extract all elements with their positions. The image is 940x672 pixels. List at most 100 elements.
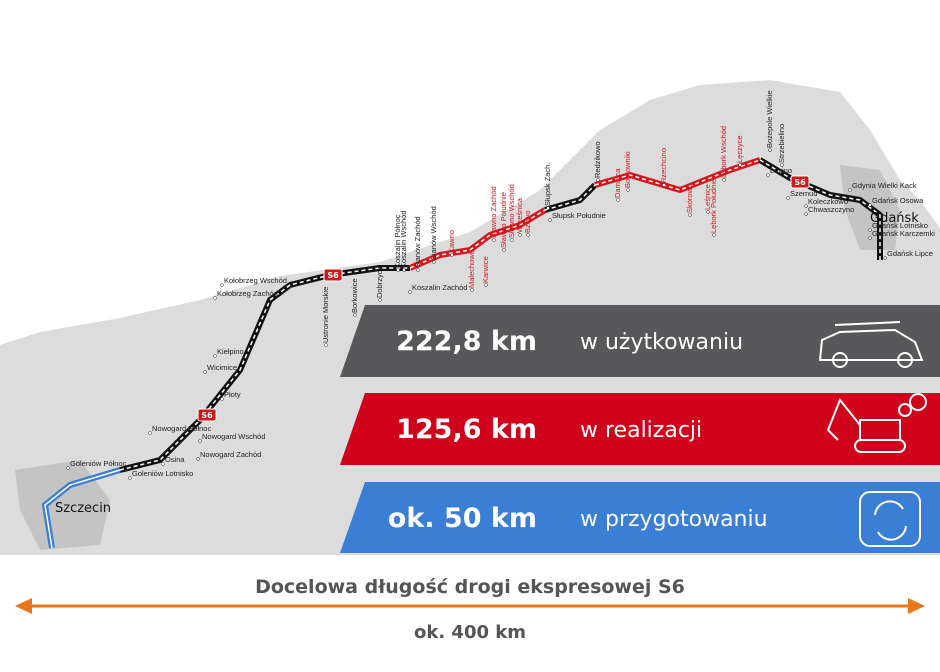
station — [198, 439, 202, 443]
station-label: Ustronie Morskie — [321, 287, 330, 343]
station-label: Damnica — [613, 168, 622, 198]
length-arrow — [15, 598, 925, 614]
station-label: Lębork Południe — [709, 179, 718, 233]
banner-in-preparation — [340, 482, 940, 553]
station-label: Wicimice — [207, 363, 237, 372]
station-label: Słupsk Południe — [552, 211, 606, 220]
station-label: Luzino — [770, 166, 792, 175]
station-label: Koleczkowo — [808, 197, 848, 206]
station-label: Osina — [165, 455, 185, 464]
station-label: Bożepole Wielkie — [765, 90, 774, 148]
station — [706, 210, 710, 214]
station — [848, 188, 852, 192]
station-label: Bzowo — [523, 210, 532, 233]
station-label: Kiełpino — [217, 347, 244, 356]
station — [502, 248, 506, 252]
road-sign — [323, 268, 343, 282]
station-label: Lębork Wschód — [719, 126, 728, 178]
station-label: Gdynia Wielki Kack — [852, 181, 917, 190]
station — [220, 397, 224, 401]
station-label: Kołobrzeg Wschód — [224, 276, 287, 285]
status-label: w przygotowaniu — [580, 507, 768, 532]
station-label: Leśnice — [703, 184, 712, 210]
station — [738, 163, 742, 167]
route-center — [544, 184, 596, 211]
station-label: Gdańsk Lipce — [887, 249, 933, 258]
station — [148, 431, 152, 435]
station-label: Bobrowniki — [623, 151, 632, 188]
status-label: w realizacji — [580, 418, 702, 443]
station-label: Strzebielino — [777, 124, 786, 163]
caption: Docelowa długość drogi ekspresowej S6 — [255, 576, 685, 598]
total-length: ok. 400 km — [414, 622, 526, 643]
station-label: Sławno Wschód — [507, 184, 516, 238]
city-label: Szczecin — [55, 501, 111, 516]
length: ok. 50 km — [388, 503, 537, 534]
station — [402, 268, 406, 272]
station-label: Nowogard Północ — [152, 424, 211, 433]
route-center — [594, 159, 761, 191]
route-center — [759, 159, 881, 260]
station — [161, 462, 165, 466]
station-label: Borkowice — [350, 278, 359, 313]
station-label: Goleniów Lotnisko — [132, 469, 193, 478]
station — [780, 163, 784, 167]
banner-under-construction — [340, 393, 940, 465]
station — [432, 260, 436, 264]
station — [408, 290, 412, 294]
station-label: Nowogard Zachód — [200, 450, 261, 459]
road-sign — [197, 408, 217, 422]
station — [353, 313, 357, 317]
route-center — [119, 267, 410, 471]
station-label: Dobrzyca — [375, 265, 384, 298]
station-label: Gdańsk Lotnisko — [872, 221, 928, 230]
station — [492, 238, 496, 242]
road-sign-label: S6 — [327, 271, 339, 280]
station-label: Malechowo — [467, 250, 476, 288]
station — [786, 196, 790, 200]
city-label: Gdańsk — [870, 211, 919, 226]
station — [766, 173, 770, 177]
station — [378, 298, 382, 302]
station — [548, 218, 552, 222]
road-sign-label: S6 — [201, 411, 213, 420]
station-label: Goleniów Północ — [70, 459, 127, 468]
route — [408, 207, 547, 271]
station-label: Koszalin Północ — [393, 214, 402, 268]
station — [883, 256, 887, 260]
station-label: Sławno Południe — [499, 192, 508, 248]
length: 125,6 km — [396, 414, 537, 445]
station — [526, 233, 530, 237]
station — [396, 268, 400, 272]
routes: S6 S6 S6 — [119, 157, 883, 473]
station-label: Karwice — [481, 256, 490, 283]
station — [662, 183, 666, 187]
station — [213, 354, 217, 358]
station-label: Redzikowo — [593, 141, 602, 178]
station — [220, 283, 224, 287]
station-label: Sianów Wschód — [429, 206, 438, 260]
station — [128, 476, 132, 480]
station-label: Wrześnica — [515, 197, 524, 233]
length: 222,8 km — [396, 326, 537, 357]
station — [518, 233, 522, 237]
station — [804, 212, 808, 216]
station — [868, 228, 872, 232]
station — [712, 233, 716, 237]
icon-excavator — [826, 393, 927, 453]
station — [324, 343, 328, 347]
station-label: Płoty — [224, 390, 241, 399]
station — [722, 178, 726, 182]
icon-car — [818, 321, 924, 368]
station-labels: Goleniów Północ Goleniów Lotnisko Osina Now… — [66, 90, 935, 480]
station — [510, 238, 514, 242]
station-label: Gdańsk Osowa — [872, 196, 924, 205]
road-sign-label: S6 — [794, 178, 806, 187]
station — [768, 148, 772, 152]
station-label: Łęczyce — [735, 135, 744, 163]
road-sign — [790, 175, 810, 189]
station — [213, 296, 217, 300]
banner-in-use — [340, 305, 940, 377]
route-planned — [44, 469, 121, 549]
